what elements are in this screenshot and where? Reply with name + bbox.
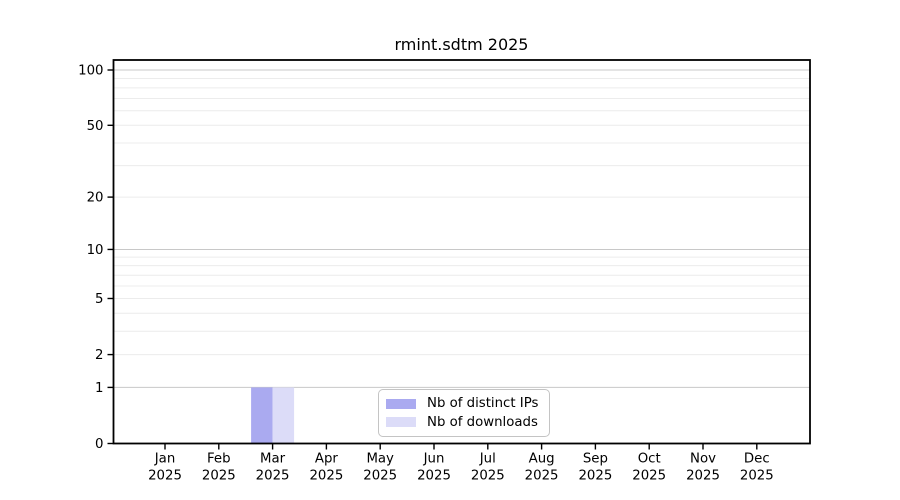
x-tick-label: Jan 2025	[148, 452, 182, 484]
y-tick-label: 5	[95, 292, 103, 307]
legend-entry-downloads: Nb of downloads	[386, 415, 543, 430]
x-tick-label: Feb 2025	[202, 452, 236, 484]
plot-border	[112, 59, 811, 445]
y-tick-label: 1	[95, 381, 103, 396]
x-tick-label: Mar 2025	[256, 452, 290, 484]
x-tick-label: Jul 2025	[471, 452, 505, 484]
x-tick-label: May 2025	[363, 452, 397, 484]
x-tick-label: Oct 2025	[632, 452, 666, 484]
legend: Nb of distinct IPs Nb of downloads	[378, 389, 550, 437]
bar-distinct-ips-mar	[251, 387, 273, 444]
chart-title: rmint.sdtm 2025	[394, 35, 529, 54]
legend-label-distinct-ips: Nb of distinct IPs	[427, 396, 539, 412]
legend-swatch-distinct-ips	[386, 398, 416, 409]
bar-downloads-mar	[272, 387, 295, 444]
y-tick-label: 0	[95, 437, 103, 452]
legend-entry-distinct-ips: Nb of distinct IPs	[386, 396, 543, 411]
x-tick-label: Jun 2025	[417, 452, 451, 484]
y-tick-label: 10	[87, 243, 104, 258]
x-tick-label: Sep 2025	[578, 452, 612, 484]
y-tick-label: 2	[95, 348, 103, 363]
y-tick-label: 50	[87, 119, 104, 134]
x-tick-label: Dec 2025	[740, 452, 774, 484]
y-tick-label: 20	[87, 191, 104, 206]
x-tick-label: Nov 2025	[686, 452, 720, 484]
y-tick-label: 100	[78, 64, 103, 79]
x-tick-label: Apr 2025	[309, 452, 343, 484]
x-tick-label: Aug 2025	[525, 452, 559, 484]
legend-label-downloads: Nb of downloads	[427, 414, 538, 430]
legend-swatch-downloads	[386, 417, 416, 428]
